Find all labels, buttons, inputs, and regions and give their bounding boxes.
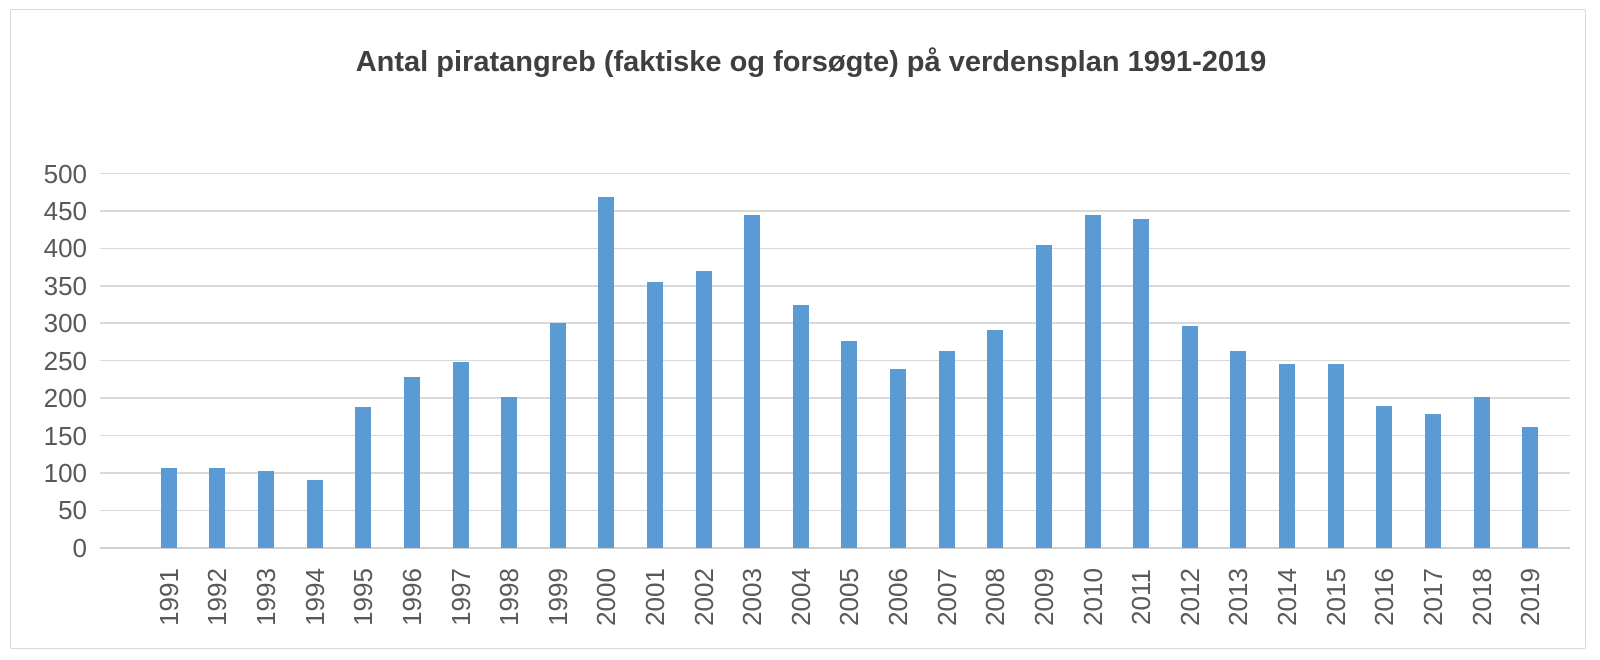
gridline — [99, 172, 1570, 175]
x-tick-label-1999: 1999 — [542, 567, 573, 626]
bar-2010 — [1084, 214, 1101, 548]
x-tick-label-1993: 1993 — [251, 567, 282, 626]
x-tick-label-2007: 2007 — [931, 567, 962, 626]
bar-2011 — [1133, 219, 1150, 548]
x-tick-label-2000: 2000 — [591, 567, 622, 626]
x-tick-label-1994: 1994 — [299, 567, 330, 626]
gridline — [99, 359, 1570, 362]
y-tick-label: 450 — [43, 195, 87, 226]
x-tick-label-2019: 2019 — [1515, 567, 1546, 626]
y-tick-label: 100 — [43, 457, 87, 488]
bar-2005 — [841, 341, 858, 548]
gridline — [99, 509, 1570, 512]
bar-2009 — [1035, 244, 1052, 548]
bar-2018 — [1473, 397, 1490, 548]
gridline — [99, 434, 1570, 437]
x-tick-label-1992: 1992 — [202, 567, 233, 626]
bar-1995 — [355, 407, 372, 548]
gridline — [99, 210, 1570, 212]
x-axis-line — [99, 547, 1570, 549]
x-tick-label-2003: 2003 — [737, 567, 768, 626]
x-tick-label-2004: 2004 — [785, 567, 816, 626]
bar-1998 — [501, 396, 518, 548]
bar-2015 — [1327, 363, 1344, 548]
x-tick-label-1998: 1998 — [494, 567, 525, 626]
bar-2004 — [792, 304, 809, 548]
gridline — [99, 397, 1570, 399]
x-tick-label-2014: 2014 — [1272, 567, 1303, 626]
x-tick-label-2009: 2009 — [1028, 567, 1059, 626]
x-tick-label-2008: 2008 — [980, 567, 1011, 626]
bar-1993 — [258, 470, 275, 548]
bar-2008 — [987, 329, 1004, 548]
bar-2007 — [938, 350, 955, 548]
x-tick-label-2011: 2011 — [1126, 568, 1157, 625]
bar-2016 — [1376, 405, 1393, 548]
bar-2000 — [598, 196, 615, 548]
chart-card: Antal piratangreb (faktiske og forsøgte)… — [10, 9, 1586, 649]
y-tick-label: 150 — [43, 420, 87, 451]
x-tick-label-2017: 2017 — [1417, 567, 1448, 626]
bar-2017 — [1424, 413, 1441, 548]
y-tick-label: 350 — [43, 270, 87, 301]
x-tick-label-2005: 2005 — [834, 567, 865, 626]
x-tick-label-2018: 2018 — [1466, 567, 1497, 626]
bar-1999 — [549, 323, 566, 548]
bar-2013 — [1230, 350, 1247, 548]
bar-2006 — [890, 368, 907, 548]
bar-1992 — [209, 468, 226, 548]
bar-2019 — [1522, 426, 1539, 548]
bar-2014 — [1279, 364, 1296, 548]
gridline — [99, 285, 1570, 287]
y-tick-label: 0 — [72, 532, 87, 563]
bar-2012 — [1181, 326, 1198, 548]
gridline — [99, 322, 1570, 324]
bar-1997 — [452, 362, 469, 548]
gridline — [99, 472, 1570, 474]
y-tick-label: 300 — [43, 308, 87, 339]
bar-1994 — [306, 480, 323, 548]
y-tick-label: 250 — [43, 345, 87, 376]
x-tick-label-2006: 2006 — [883, 567, 914, 626]
x-tick-label-2010: 2010 — [1077, 567, 1108, 626]
x-tick-label-2001: 2001 — [640, 567, 670, 626]
bar-1991 — [160, 467, 177, 548]
x-tick-label-2013: 2013 — [1223, 567, 1254, 626]
x-tick-label-2012: 2012 — [1174, 567, 1205, 626]
x-tick-label-2015: 2015 — [1320, 567, 1351, 626]
y-tick-label: 400 — [43, 233, 87, 264]
y-tick-label: 200 — [43, 383, 87, 414]
x-tick-label-1997: 1997 — [445, 567, 476, 626]
x-tick-label-1996: 1996 — [396, 567, 427, 626]
bar-2003 — [744, 214, 761, 548]
x-tick-label-1991: 1991 — [153, 567, 184, 626]
y-tick-label: 500 — [43, 158, 87, 189]
x-tick-label-2002: 2002 — [688, 567, 719, 626]
gridline — [99, 247, 1570, 250]
bar-2001 — [647, 282, 663, 548]
bar-2002 — [695, 270, 712, 548]
y-tick-label: 50 — [58, 495, 87, 526]
x-tick-label-1995: 1995 — [348, 567, 379, 626]
bar-1996 — [403, 377, 420, 548]
chart-title: Antal piratangreb (faktiske og forsøgte)… — [355, 46, 1267, 78]
x-tick-label-2016: 2016 — [1369, 567, 1400, 626]
